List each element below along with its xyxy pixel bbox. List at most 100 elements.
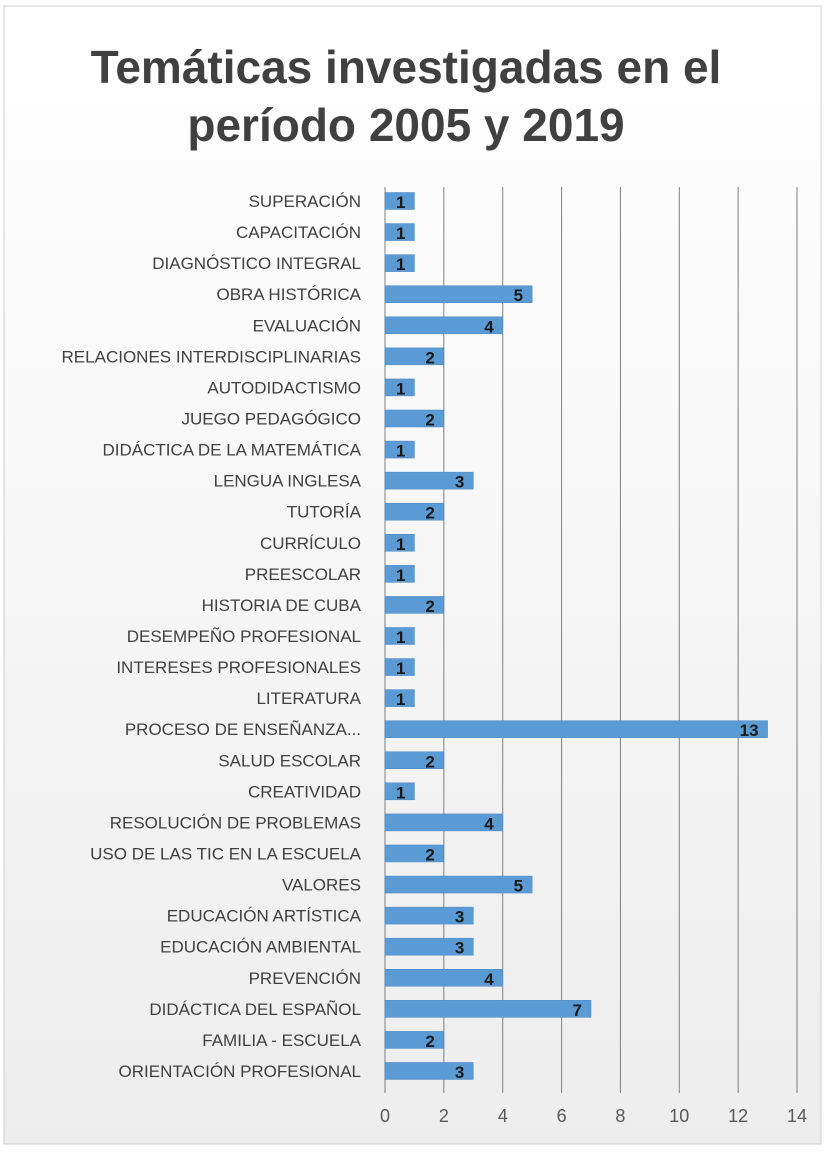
bar: [384, 658, 415, 676]
category-label: JUEGO PEDAGÓGICO: [182, 409, 361, 428]
bar: [384, 409, 445, 428]
data-label: 1: [396, 783, 405, 802]
x-tick-label: 0: [380, 1106, 390, 1126]
bar: [384, 192, 415, 210]
data-label: 2: [425, 410, 434, 429]
bar: [384, 969, 503, 987]
category-label: LITERATURA: [256, 689, 361, 708]
bar: [384, 1062, 474, 1080]
bar: [384, 906, 474, 925]
category-label: USO DE LAS TIC EN LA ESCUELA: [90, 844, 361, 863]
data-label: 1: [396, 535, 405, 554]
bar: [384, 285, 533, 303]
data-label: 3: [455, 908, 464, 927]
category-label: CURRÍCULO: [260, 534, 361, 553]
chart-title-line-1: Temáticas investigadas en el: [91, 41, 722, 93]
category-label: RESOLUCIÓN DE PROBLEMAS: [110, 813, 361, 832]
category-label: SUPERACIÓN: [249, 192, 361, 211]
bar: [384, 782, 415, 801]
bar: [384, 316, 503, 335]
category-label: CREATIVIDAD: [248, 782, 361, 801]
bar: [384, 751, 445, 770]
bar: [384, 937, 474, 956]
category-label: PREESCOLAR: [245, 565, 361, 584]
bars: [384, 192, 768, 1080]
data-label: 1: [396, 628, 405, 647]
category-label: EVALUACIÓN: [253, 316, 361, 335]
bar: [384, 502, 445, 521]
bar: [384, 223, 415, 241]
category-label: VALORES: [282, 876, 361, 895]
category-label: LENGUA INGLESA: [214, 472, 362, 491]
category-label: FAMILIA - ESCUELA: [202, 1031, 361, 1050]
data-label: 2: [425, 597, 434, 616]
bar: [384, 347, 445, 366]
data-label: 3: [455, 1063, 464, 1082]
data-label: 13: [740, 721, 759, 740]
bar: [384, 534, 415, 552]
category-labels: SUPERACIÓN CAPACITACIÓN DIAGNÓSTICO INTEGR…: [62, 192, 362, 1081]
data-label: 5: [514, 286, 523, 305]
category-label: ORIENTACIÓN PROFESIONAL: [119, 1062, 361, 1081]
category-label: DIAGNÓSTICO INTEGRAL: [152, 254, 361, 273]
bar: [384, 378, 415, 397]
data-label: 4: [484, 814, 494, 833]
category-label: DESEMPEÑO PROFESIONAL: [127, 627, 361, 646]
data-label: 7: [573, 1001, 582, 1020]
category-label: PREVENCIÓN: [249, 969, 361, 988]
data-label: 5: [514, 877, 523, 896]
bar: [384, 1000, 592, 1018]
bar: [384, 844, 445, 863]
category-label: EDUCACIÓN ARTÍSTICA: [167, 907, 362, 926]
data-label: 1: [396, 659, 405, 678]
bar: [384, 254, 415, 272]
category-label: DIDÁCTICA DEL ESPAÑOL: [149, 1000, 361, 1019]
bar: [384, 813, 503, 832]
x-tick-label: 14: [787, 1106, 807, 1126]
category-label: EDUCACIÓN AMBIENTAL: [160, 938, 361, 957]
chart-title-line-2: período 2005 y 2019: [187, 99, 624, 151]
bar: [384, 689, 415, 707]
x-tick-label: 8: [615, 1106, 625, 1126]
data-label: 2: [425, 348, 434, 367]
bar: [384, 875, 533, 894]
x-tick-label: 6: [557, 1106, 567, 1126]
category-label: DIDÁCTICA DE LA MATEMÁTICA: [102, 441, 361, 460]
x-tick-label: 4: [498, 1106, 508, 1126]
bar: [384, 565, 415, 583]
x-tick-label: 10: [669, 1106, 689, 1126]
bar: [384, 720, 768, 738]
data-label: 1: [396, 193, 405, 212]
category-label: CAPACITACIÓN: [236, 223, 361, 242]
data-label: 1: [396, 255, 405, 274]
x-tick-label: 2: [439, 1106, 449, 1126]
category-label: AUTODIDACTISMO: [207, 378, 361, 397]
bar: [384, 440, 415, 459]
bar: [384, 471, 474, 490]
data-label: 3: [455, 939, 464, 958]
category-label: TUTORÍA: [287, 503, 362, 522]
category-label: SALUD ESCOLAR: [218, 751, 361, 770]
data-label: 1: [396, 224, 405, 243]
category-label: INTERESES PROFESIONALES: [116, 658, 361, 677]
data-label: 2: [425, 845, 434, 864]
x-tick-label: 12: [728, 1106, 748, 1126]
data-label: 2: [425, 752, 434, 771]
data-label: 4: [484, 317, 494, 336]
category-label: RELACIONES INTERDISCIPLINARIAS: [62, 347, 361, 366]
category-label: PROCESO DE ENSEÑANZA...: [125, 720, 361, 739]
data-label: 2: [425, 1032, 434, 1051]
bar: [384, 596, 445, 614]
data-label: 4: [484, 970, 494, 989]
category-label: OBRA HISTÓRICA: [216, 285, 361, 304]
bar: [384, 1031, 445, 1049]
data-label: 1: [396, 690, 405, 709]
data-label: 3: [455, 473, 464, 492]
bar: [384, 627, 415, 645]
category-label: HISTORIA DE CUBA: [202, 596, 362, 615]
data-label: 1: [396, 566, 405, 585]
x-tick-labels: 0 2 4 6 8 10 12 14: [380, 1106, 807, 1126]
data-label: 1: [396, 379, 405, 398]
